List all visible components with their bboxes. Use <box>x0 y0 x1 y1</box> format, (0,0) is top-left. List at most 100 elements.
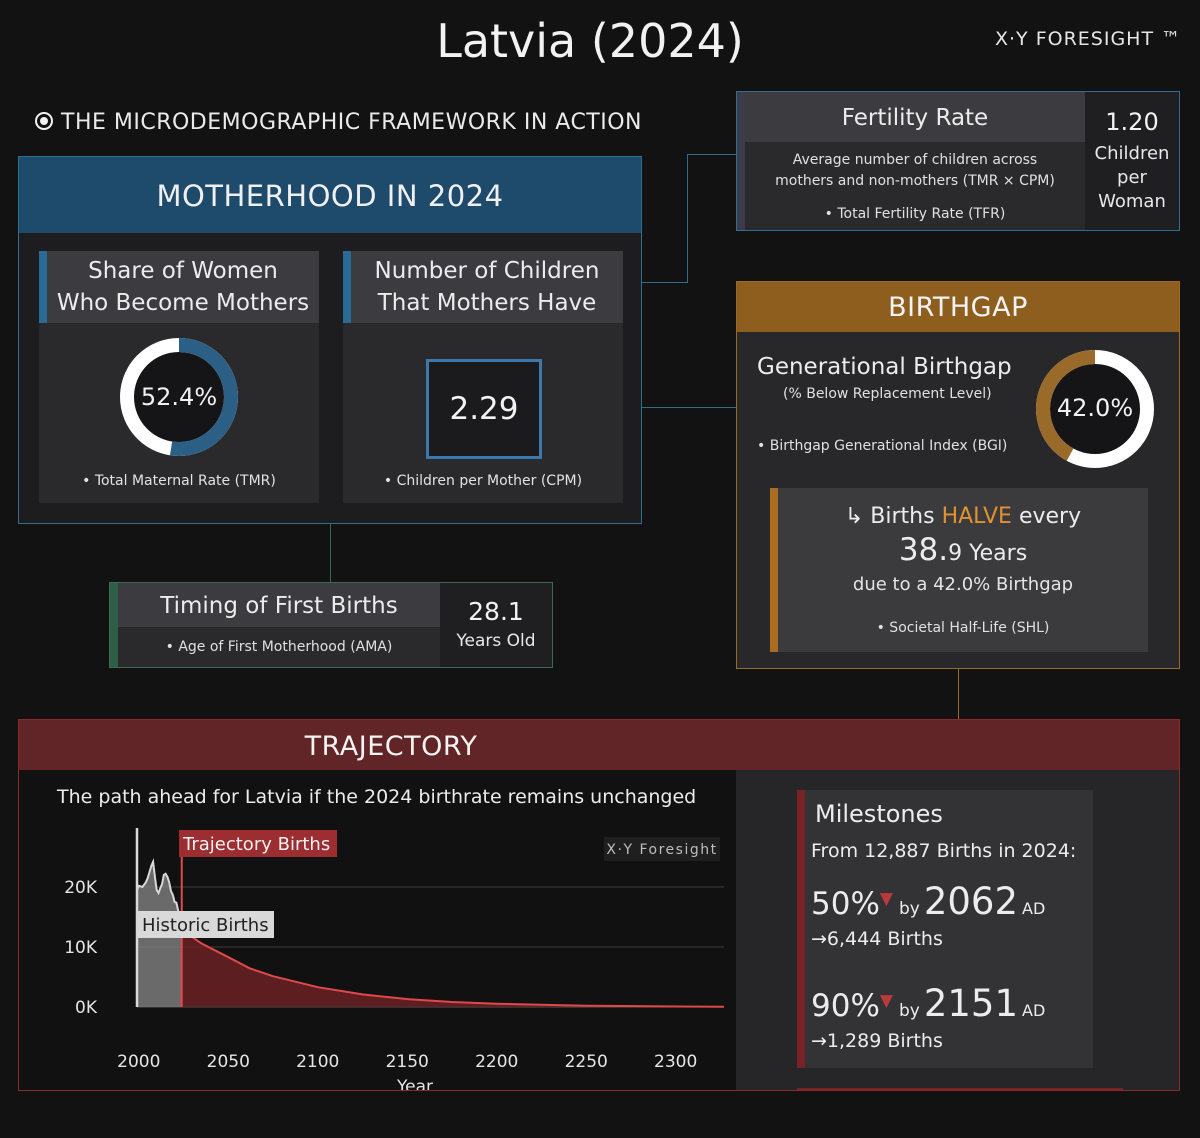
years-unit: Years <box>962 541 1028 566</box>
x-tick-label: 2200 <box>475 1052 518 1072</box>
trajectory-label-bg <box>179 830 337 857</box>
share-title-line2: Who Become Mothers <box>56 290 310 316</box>
trajectory-title: TRAJECTORY <box>304 731 478 762</box>
bgi-value: 42.0% <box>1056 394 1134 422</box>
milestone-year: 2062 <box>923 880 1019 923</box>
tmr-donut-center <box>127 345 231 449</box>
connector-line <box>642 407 737 408</box>
trajectory-panel: TRAJECTORY The path ahead for Latvia if … <box>18 719 1180 1091</box>
bgi-donut <box>1036 350 1154 468</box>
tfr-unit: Children per Woman <box>1085 142 1179 214</box>
y-tick-label: 20K <box>64 878 98 898</box>
birthgap-subtitle: (% Below Replacement Level) <box>783 386 992 402</box>
children-title-line2: That Mothers Have <box>377 290 597 316</box>
framework-label: THE MICRODEMOGRAPHIC FRAMEWORK IN ACTION <box>61 110 643 135</box>
trajectory-subtitle: The path ahead for Latvia if the 2024 bi… <box>57 786 697 808</box>
milestones-from: From 12,887 Births in 2024: <box>811 840 1077 862</box>
cpm-footnote: • Children per Mother (CPM) <box>383 473 583 489</box>
milestone-year: 2151 <box>923 982 1019 1025</box>
connector-line <box>642 282 688 283</box>
fertility-title: Fertility Rate <box>745 92 1085 142</box>
watermark-bg <box>604 837 720 861</box>
tmr-donut-arc <box>120 338 238 456</box>
y-axis-ticks: 0K 10K 20K <box>64 878 98 1018</box>
connector-line <box>687 154 688 283</box>
tfr-unit-line2: per <box>1117 167 1147 188</box>
ama-value: 28.1 <box>468 597 524 626</box>
milestone-pct: 90% <box>811 988 880 1024</box>
fertility-description: Average number of children across mother… <box>765 150 1065 192</box>
x-tick-label: 2000 <box>117 1052 160 1072</box>
x-tick-label: 2050 <box>207 1052 250 1072</box>
years-int: 38. <box>898 532 949 568</box>
trajectory-label: Trajectory Births <box>182 834 330 855</box>
tmr-footnote: • Total Maternal Rate (TMR) <box>82 473 276 489</box>
birthgap-header: BIRTHGAP <box>737 282 1179 332</box>
tfr-unit-line1: Children <box>1094 143 1170 164</box>
children-per-mother-card: Number of Children That Mothers Have 2.2… <box>343 251 623 503</box>
milestone-50: 50%▼ by 2062 AD <box>811 880 1045 923</box>
y-tick-label: 0K <box>75 998 98 1018</box>
bgi-donut-center <box>1043 357 1147 461</box>
y-tick-label: 10K <box>64 938 98 958</box>
historic-label: Historic Births <box>142 915 269 936</box>
milestone-births: →6,444 Births <box>811 928 943 950</box>
trajectory-line <box>181 928 725 1008</box>
children-title-line1: Number of Children <box>374 258 600 284</box>
connector-line <box>330 524 331 582</box>
milestones-card: Milestones From 12,887 Births in 2024: 5… <box>797 790 1093 1068</box>
share-card-title: Share of Women Who Become Mothers <box>39 251 319 323</box>
societal-half-life-card: ↳ Births HALVE every 38.9 Years due to a… <box>770 488 1148 652</box>
trajectory-header: TRAJECTORY <box>19 720 1179 770</box>
down-triangle-icon: ▼ <box>879 991 893 1011</box>
connector-line <box>958 669 959 719</box>
due-to-birthgap: due to a 42.0% Birthgap <box>852 574 1074 595</box>
timing-main: Timing of First Births • Age of First Mo… <box>110 583 440 667</box>
historic-line <box>136 857 183 930</box>
trajectory-area <box>181 929 724 1007</box>
share-of-mothers-card: Share of Women Who Become Mothers 52.4% … <box>39 251 319 503</box>
tmr-donut <box>120 338 238 456</box>
timing-footnote: • Age of First Motherhood (AMA) <box>165 639 393 655</box>
milestones-underline <box>797 1088 1123 1090</box>
milestone-by: by <box>898 899 920 919</box>
fertility-desc-line1: Average number of children across <box>792 152 1038 168</box>
x-tick-label: 2300 <box>654 1052 697 1072</box>
tfr-value: 1.20 <box>1105 108 1159 136</box>
ama-unit: Years Old <box>456 631 536 651</box>
x-axis-label: Year <box>396 1077 433 1090</box>
radio-dot-icon <box>35 112 53 130</box>
bgi-footnote: • Birthgap Generational Index (BGI) <box>757 438 1008 454</box>
connector-line <box>687 154 737 155</box>
motherhood-panel: MOTHERHOOD IN 2024 Share of Women Who Be… <box>18 156 642 524</box>
milestone-births: →1,289 Births <box>811 1030 943 1052</box>
years-dec: 9 <box>948 541 963 566</box>
birthgap-panel: BIRTHGAP Generational Birthgap (% Below … <box>736 281 1180 669</box>
bgi-donut-arc <box>1036 350 1154 468</box>
timing-card: Timing of First Births • Age of First Mo… <box>109 582 553 668</box>
fertility-footnote: • Total Fertility Rate (TFR) <box>824 206 1006 222</box>
motherhood-header: MOTHERHOOD IN 2024 <box>19 157 641 233</box>
brand-logo: X·Y FORESIGHT ™ <box>995 28 1182 50</box>
milestone-ad: AD <box>1022 1001 1046 1020</box>
milestone-ad: AD <box>1022 899 1046 918</box>
framework-heading: THE MICRODEMOGRAPHIC FRAMEWORK IN ACTION <box>35 110 642 135</box>
x-tick-label: 2150 <box>386 1052 429 1072</box>
halve-word: HALVE <box>941 504 1012 529</box>
tmr-value: 52.4% <box>140 383 218 411</box>
historic-label-bg <box>138 911 274 938</box>
x-tick-label: 2250 <box>565 1052 608 1072</box>
children-card-title: Number of Children That Mothers Have <box>343 251 623 323</box>
milestone-90: 90%▼ by 2151 AD <box>811 982 1045 1025</box>
births-chart: 0K 10K 20K 2000 2050 2100 2150 2200 2250 2300 Ye… <box>64 828 725 1090</box>
x-axis-ticks: 2000 2050 2100 2150 2200 2250 2300 <box>117 1052 697 1072</box>
halve-prefix: ↳ Births <box>844 504 942 529</box>
fertility-main: Fertility Rate Average number of childre… <box>737 92 1085 230</box>
cpm-value: 2.29 <box>426 359 542 459</box>
milestones-title: Milestones <box>815 800 943 828</box>
shl-footnote: • Societal Half-Life (SHL) <box>876 620 1050 636</box>
fertility-rate-card: Fertility Rate Average number of childre… <box>736 91 1180 231</box>
fertility-desc-line2: mothers and non-mothers (TMR × CPM) <box>775 173 1055 189</box>
x-tick-label: 2100 <box>296 1052 339 1072</box>
share-title-line1: Share of Women <box>88 258 278 284</box>
